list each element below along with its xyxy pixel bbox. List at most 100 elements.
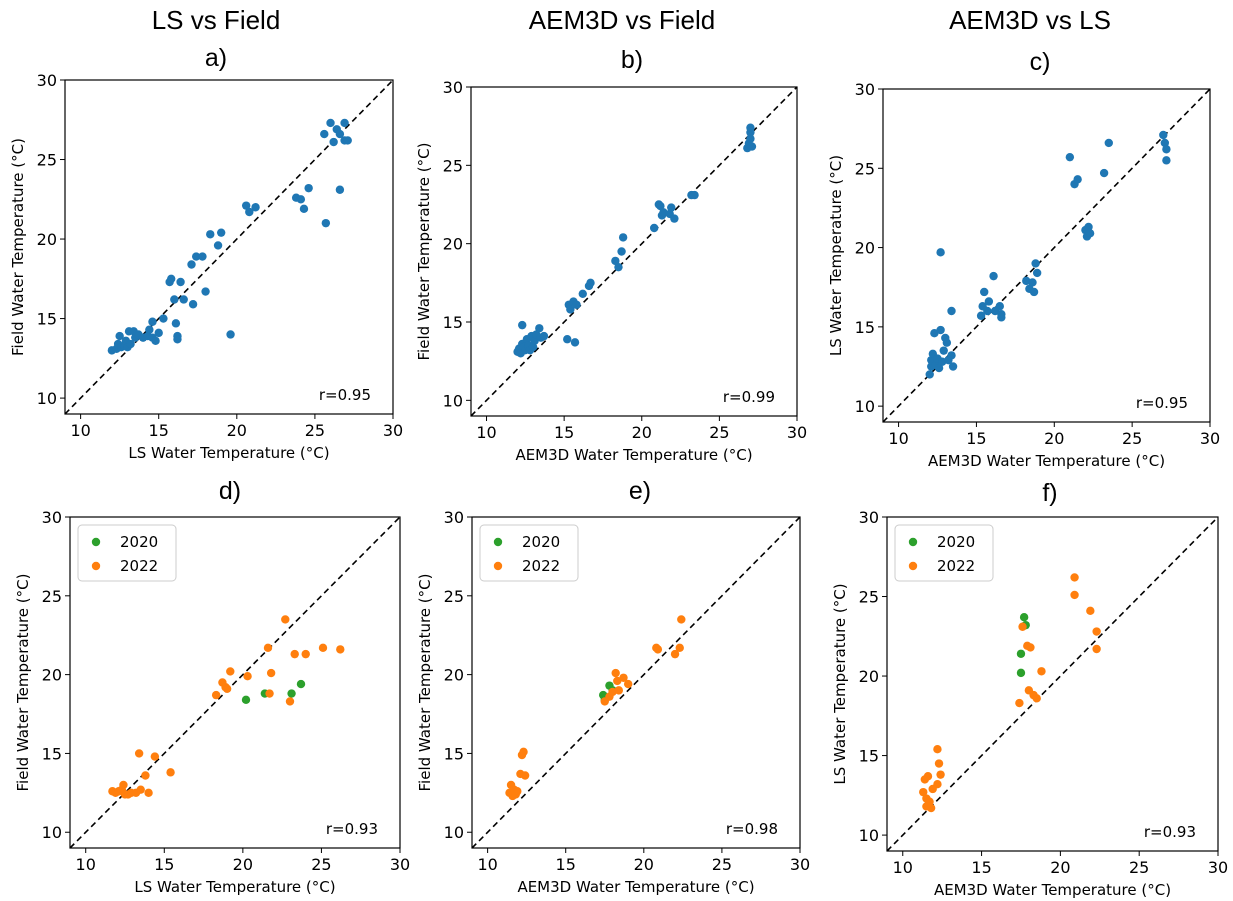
- s0-data-point: [518, 320, 527, 330]
- panel-label-b: b): [621, 46, 643, 74]
- legend-label: 2022: [522, 557, 560, 575]
- y-tick-label: 15: [859, 747, 879, 766]
- s0-data-point: [948, 362, 958, 371]
- x-tick-label: 25: [305, 421, 325, 440]
- s0-data-point: [226, 330, 235, 339]
- s0-data-point: [321, 218, 331, 228]
- y-tick-label: 15: [42, 744, 62, 763]
- s0-data-point: [528, 342, 538, 352]
- s0-data-point: [936, 248, 945, 257]
- x-tick-label: 25: [712, 855, 732, 874]
- s1-data-point: [318, 643, 328, 653]
- s1-data-point: [222, 684, 232, 694]
- s0-data-point: [618, 233, 628, 242]
- s1-data-point: [226, 667, 235, 676]
- x-tick-label: 15: [554, 423, 574, 442]
- s0-data-point: [326, 118, 335, 128]
- scatter-panel-e: 10 15 20 25 30 10 15 20 25 30 AEM3D Water Temperat…: [416, 508, 810, 896]
- s0-data-point: [983, 306, 992, 316]
- s0-data-point: [159, 314, 168, 323]
- y-axis-label: Field Water Temperature (°C): [415, 143, 433, 361]
- s0-data-point: [1019, 613, 1029, 622]
- s1-data-point: [243, 671, 252, 681]
- y-tick-label: 20: [859, 667, 879, 686]
- scatter-panel-b: 10 15 20 25 30 10 15 20 25 30 AEM3D Water Temperat…: [415, 78, 807, 464]
- x-axis-label: AEM3D Water Temperature (°C): [934, 881, 1171, 899]
- x-tick-label: 25: [311, 855, 331, 874]
- x-tick-label: 15: [971, 858, 991, 877]
- legend-marker: [493, 561, 503, 571]
- s0-data-point: [1160, 138, 1170, 148]
- x-tick-label: 15: [149, 421, 169, 440]
- s0-data-point: [201, 287, 210, 296]
- s0-data-point: [216, 228, 226, 237]
- y-tick-label: 15: [443, 313, 463, 332]
- s1-data-point: [513, 787, 522, 796]
- y-tick-label: 25: [855, 159, 875, 178]
- s0-data-point: [198, 252, 207, 261]
- y-tick-label: 15: [855, 318, 875, 337]
- s0-data-point: [614, 262, 623, 272]
- x-tick-label: 10: [893, 858, 913, 877]
- x-tick-label: 10: [476, 423, 496, 442]
- s0-data-point: [1073, 175, 1082, 184]
- x-tick-label: 25: [1129, 858, 1149, 877]
- y-tick-label: 10: [37, 389, 57, 408]
- s0-data-point: [656, 201, 665, 211]
- s1-data-point: [653, 645, 663, 654]
- s0-data-point: [997, 313, 1006, 322]
- s1-data-point: [926, 803, 936, 813]
- correlation-annotation: r=0.93: [326, 820, 378, 838]
- s0-data-point: [939, 346, 948, 355]
- y-tick-label: 20: [444, 666, 464, 685]
- s0-data-point: [936, 325, 945, 335]
- one-to-one-line: [886, 516, 1219, 852]
- s0-data-point: [989, 271, 998, 281]
- s0-data-point: [296, 195, 306, 204]
- s1-data-point: [141, 771, 150, 780]
- s1-data-point: [919, 787, 928, 797]
- s0-data-point: [241, 201, 251, 210]
- y-tick-label: 30: [37, 71, 57, 90]
- legend-label: 2022: [937, 557, 975, 575]
- y-tick-label: 30: [444, 508, 464, 527]
- correlation-annotation: r=0.95: [319, 386, 371, 404]
- s1-data-point: [166, 768, 175, 777]
- one-to-one-line: [470, 86, 798, 417]
- s0-data-point: [213, 241, 223, 250]
- s0-data-point: [586, 278, 595, 288]
- s0-data-point: [329, 137, 338, 147]
- scatter-panel-a: 10 15 20 25 30 10 15 20 25 30 LS Water Temperature…: [9, 71, 403, 462]
- s1-data-point: [934, 759, 944, 768]
- s0-data-point: [179, 295, 188, 304]
- s0-data-point: [335, 185, 345, 194]
- s0-data-point: [126, 339, 135, 349]
- s0-data-point: [1099, 168, 1109, 178]
- correlation-annotation: r=0.98: [726, 820, 778, 838]
- s0-data-point: [539, 331, 549, 341]
- s0-data-point: [1016, 668, 1026, 678]
- s0-data-point: [611, 256, 620, 266]
- s0-data-point: [245, 207, 254, 217]
- x-axis-label: AEM3D Water Temperature (°C): [515, 446, 752, 464]
- s1-data-point: [144, 788, 153, 798]
- s1-data-point: [336, 645, 345, 654]
- s0-data-point: [670, 214, 679, 223]
- y-tick-label: 15: [444, 744, 464, 763]
- s0-data-point: [649, 223, 659, 233]
- y-tick-label: 20: [855, 239, 875, 258]
- s0-data-point: [617, 247, 626, 256]
- s0-data-point: [572, 300, 581, 309]
- s0-data-point: [747, 142, 757, 151]
- s0-data-point: [296, 679, 306, 689]
- x-axis-label: LS Water Temperature (°C): [134, 878, 335, 896]
- y-tick-label: 30: [42, 508, 62, 527]
- panel-label-d: d): [219, 477, 241, 505]
- s1-data-point: [134, 749, 144, 758]
- s0-data-point: [115, 331, 124, 341]
- s0-data-point: [287, 689, 296, 698]
- s0-data-point: [570, 338, 580, 347]
- y-tick-label: 10: [855, 397, 875, 416]
- x-tick-label: 25: [709, 423, 729, 442]
